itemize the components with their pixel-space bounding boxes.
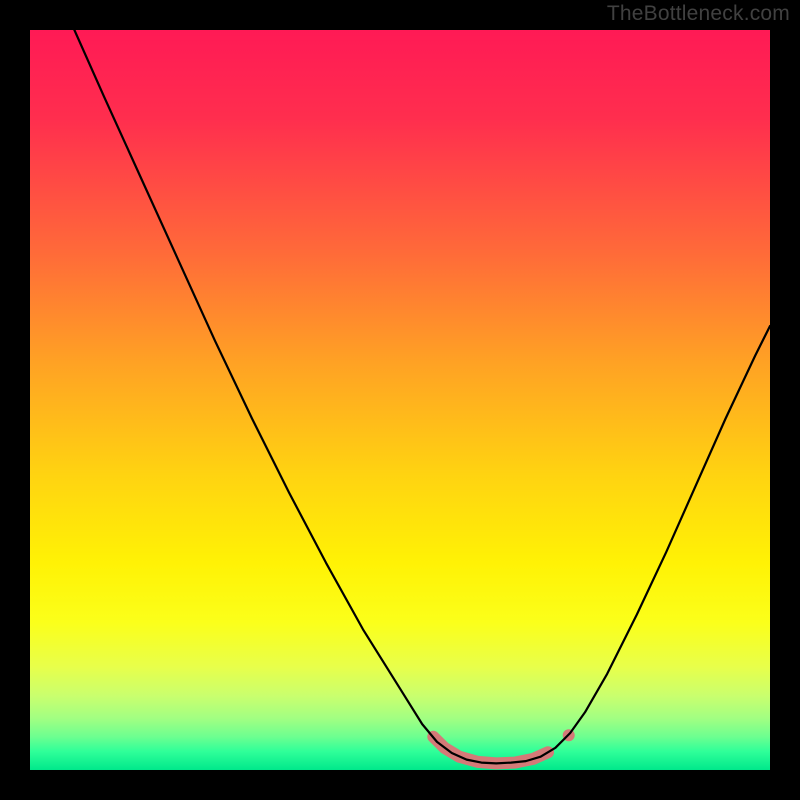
bottleneck-chart xyxy=(0,0,800,800)
gradient-panel xyxy=(30,30,770,770)
watermark-text: TheBottleneck.com xyxy=(607,2,790,26)
